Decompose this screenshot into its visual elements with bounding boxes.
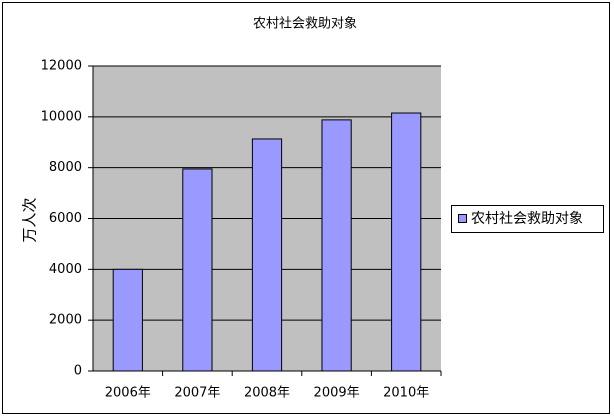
y-axis-label: 万人次 [21,197,39,242]
y-tick-label: 4000 [49,262,82,277]
y-tick-label: 8000 [49,160,82,175]
bar [321,119,352,372]
bar [112,268,143,372]
y-tick-label: 0 [74,364,82,379]
legend-swatch [458,214,467,223]
y-tick-label: 10000 [41,109,82,124]
x-tick-label: 2009年 [314,386,360,401]
x-tick-label: 2008年 [244,386,290,401]
bar [391,112,422,372]
y-tick-label: 12000 [41,59,82,74]
y-tick-label: 2000 [49,313,82,328]
x-tick-label: 2007年 [174,386,220,401]
chart-title: 农村社会救助对象 [253,16,357,32]
bar [251,138,283,372]
legend-label: 农村社会救助对象 [471,211,583,227]
legend-box [451,205,604,233]
bar [182,168,213,372]
y-tick-label: 6000 [49,211,82,226]
x-tick-label: 2010年 [383,386,429,401]
x-tick-label: 2006年 [105,386,151,401]
